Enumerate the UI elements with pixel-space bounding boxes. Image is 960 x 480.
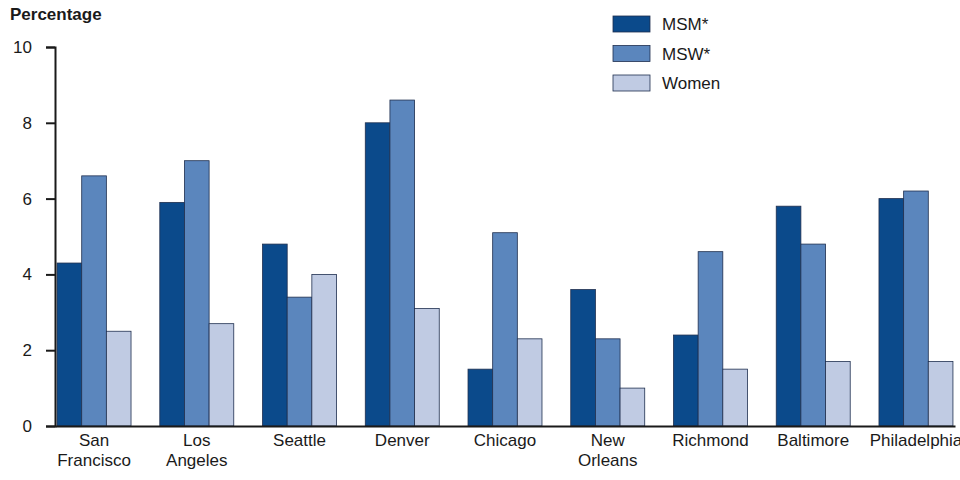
y-tick-label: 6 [23, 190, 32, 209]
x-tick-label-line: Angeles [166, 451, 227, 470]
y-axis-line [46, 48, 56, 427]
y-tick-label: 10 [13, 38, 32, 57]
bar [928, 362, 953, 426]
y-tick-mark [46, 122, 55, 124]
chart-svg: 0 2 4 6 8 10 SanFrancisco LosAngeles Seattle Denv… [0, 0, 960, 480]
x-tick-label: Seattle [273, 431, 326, 450]
bar [673, 335, 698, 426]
x-tick-label-line: San [79, 431, 109, 450]
y-tick-mark [46, 274, 55, 276]
bar [723, 369, 748, 426]
bar [493, 233, 518, 426]
x-tick-label: Baltimore [777, 431, 849, 450]
bar [698, 252, 723, 426]
x-tick-label-line: Chicago [474, 431, 536, 450]
x-tick-label: Richmond [672, 431, 749, 450]
x-tick-label-line: Baltimore [777, 431, 849, 450]
bar [390, 100, 415, 426]
bar-series [57, 123, 904, 426]
bar [365, 123, 390, 426]
y-tick: 6 [23, 190, 55, 209]
bar [209, 324, 234, 426]
legend-swatch [613, 46, 650, 62]
bar [517, 339, 542, 426]
bar [879, 199, 904, 426]
bar [312, 274, 337, 426]
y-tick-mark [46, 350, 55, 352]
legend-label: MSW* [662, 45, 711, 64]
bar [468, 369, 493, 426]
bar [571, 290, 596, 426]
x-tick: Seattle [273, 431, 326, 450]
y-tick-mark [46, 426, 55, 428]
legend-label: Women [662, 74, 720, 93]
bar [106, 331, 131, 426]
bar [776, 206, 801, 426]
x-tick: Richmond [672, 431, 749, 450]
x-tick-label: Chicago [474, 431, 536, 450]
bar [595, 339, 620, 426]
x-axis-line [56, 426, 956, 428]
bar [415, 309, 440, 426]
x-tick-label-line: Denver [375, 431, 430, 450]
y-tick-label: 4 [23, 265, 32, 284]
y-tick: 4 [23, 265, 55, 284]
y-tick: 0 [23, 417, 55, 436]
bars [57, 100, 953, 426]
bar [801, 244, 826, 426]
x-tick-label: Denver [375, 431, 430, 450]
x-tick: Chicago [474, 431, 536, 450]
y-tick: 8 [23, 114, 55, 133]
x-tick-label: Philadelphia [870, 431, 960, 450]
bar [263, 244, 288, 426]
x-tick-label-line: Philadelphia [870, 431, 960, 450]
bar [826, 362, 851, 426]
x-tick-label-line: Seattle [273, 431, 326, 450]
x-tick-label-line: Richmond [672, 431, 749, 450]
y-tick: 2 [23, 341, 55, 360]
y-tick-label: 0 [23, 417, 32, 436]
x-tick-label-line: Francisco [57, 451, 131, 470]
x-tick-label: LosAngeles [166, 431, 227, 470]
x-tick: Denver [375, 431, 430, 450]
y-tick: 10 [13, 38, 55, 57]
y-axis: 0 2 4 6 8 10 [13, 38, 55, 436]
x-tick-label: NewOrleans [578, 431, 638, 470]
legend-label: MSM* [662, 15, 709, 34]
y-tick-label: 8 [23, 114, 32, 133]
bar [184, 161, 209, 426]
legend-swatch [613, 75, 650, 91]
bar [620, 388, 645, 426]
legend-swatch [613, 16, 650, 32]
x-axis: SanFrancisco LosAngeles Seattle Denver Chica… [56, 427, 960, 470]
bar-series [106, 274, 953, 426]
x-tick: SanFrancisco [57, 431, 131, 470]
x-tick: Baltimore [777, 431, 849, 450]
x-tick-label-line: Los [183, 431, 210, 450]
x-tick-label-line: New [591, 431, 626, 450]
x-tick-label: SanFrancisco [57, 431, 131, 470]
x-tick: NewOrleans [578, 431, 638, 470]
x-tick-label-line: Orleans [578, 451, 638, 470]
x-tick: LosAngeles [166, 431, 227, 470]
legend: MSM* MSW* Women [613, 15, 720, 93]
bar [160, 202, 185, 426]
x-tick: Philadelphia [870, 431, 960, 450]
bar [904, 191, 929, 426]
y-axis-title: Percentage [10, 5, 102, 24]
bar [287, 297, 312, 426]
y-tick-mark [46, 198, 55, 200]
bar-series [82, 100, 929, 426]
y-tick-mark [46, 47, 55, 49]
bar [82, 176, 107, 426]
bar [57, 263, 82, 426]
y-tick-label: 2 [23, 341, 32, 360]
